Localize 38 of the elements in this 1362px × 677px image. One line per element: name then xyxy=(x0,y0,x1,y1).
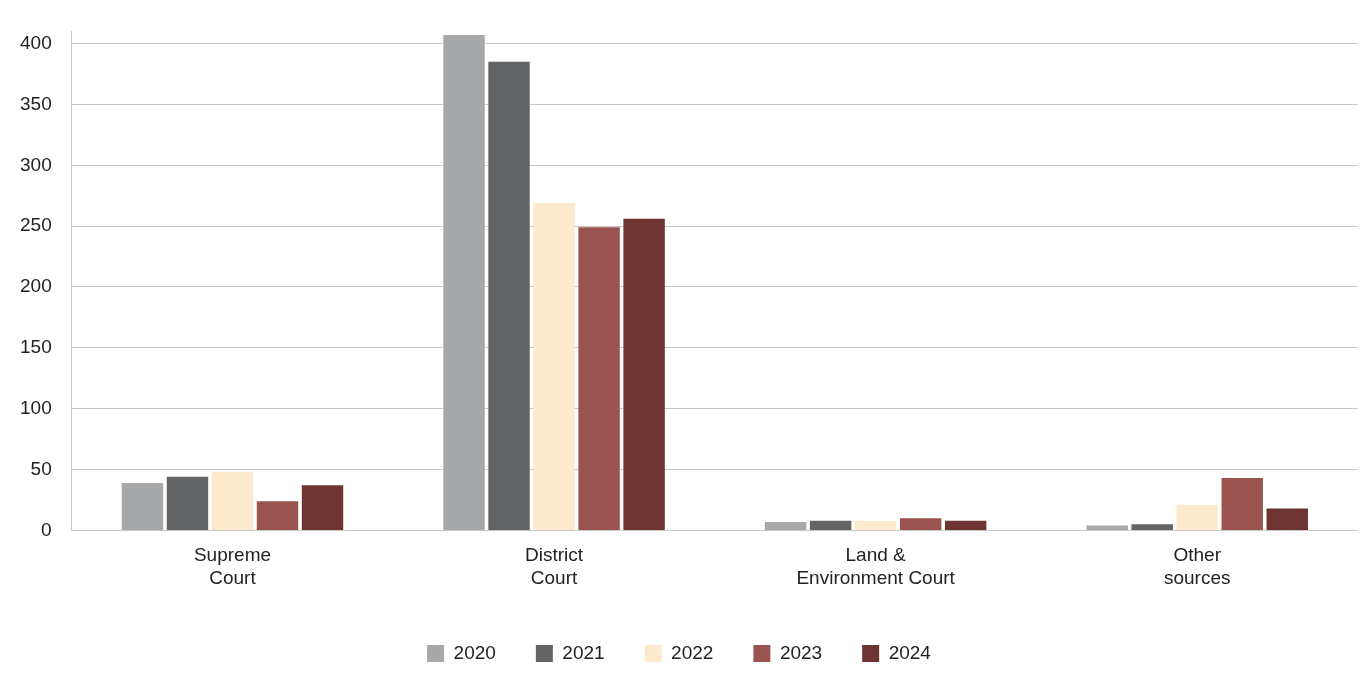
y-tick-label: 0 xyxy=(41,518,52,540)
y-tick-label: 150 xyxy=(20,336,52,358)
y-tick-label: 50 xyxy=(30,457,52,479)
bar xyxy=(488,61,530,530)
bar xyxy=(1086,525,1128,530)
bar xyxy=(121,482,164,530)
bar xyxy=(443,35,485,530)
x-tick-label: District Court xyxy=(525,544,584,588)
x-tick-label: Supreme Court xyxy=(193,544,272,588)
bar xyxy=(764,521,807,530)
bar xyxy=(256,501,299,530)
bar xyxy=(1221,478,1263,530)
bar xyxy=(211,471,254,530)
bar xyxy=(533,203,575,530)
bar xyxy=(301,485,344,530)
y-tick-label: 100 xyxy=(20,396,52,418)
bar xyxy=(854,520,897,530)
y-tick-label: 250 xyxy=(20,214,52,236)
y-tick-label: 200 xyxy=(20,275,52,297)
legend-label: 2022 xyxy=(671,641,714,663)
legend-label: 2024 xyxy=(888,641,932,663)
bar xyxy=(166,476,209,530)
bar xyxy=(1131,524,1173,530)
bar xyxy=(1176,504,1218,530)
y-tick-label: 300 xyxy=(20,153,52,175)
legend-label: 2021 xyxy=(562,641,605,663)
x-tick-label: Land & Environment Court xyxy=(796,544,956,588)
bar xyxy=(899,518,942,530)
y-tick-label: 400 xyxy=(20,31,52,53)
x-tick-label: Other sources xyxy=(1163,544,1231,588)
bar xyxy=(809,520,852,530)
bar xyxy=(578,227,620,530)
bar xyxy=(623,218,665,530)
legend-label: 2023 xyxy=(779,641,823,663)
bar xyxy=(944,520,987,530)
bar xyxy=(1266,508,1308,530)
legend-label: 2020 xyxy=(453,641,496,663)
y-tick-label: 350 xyxy=(20,92,52,114)
